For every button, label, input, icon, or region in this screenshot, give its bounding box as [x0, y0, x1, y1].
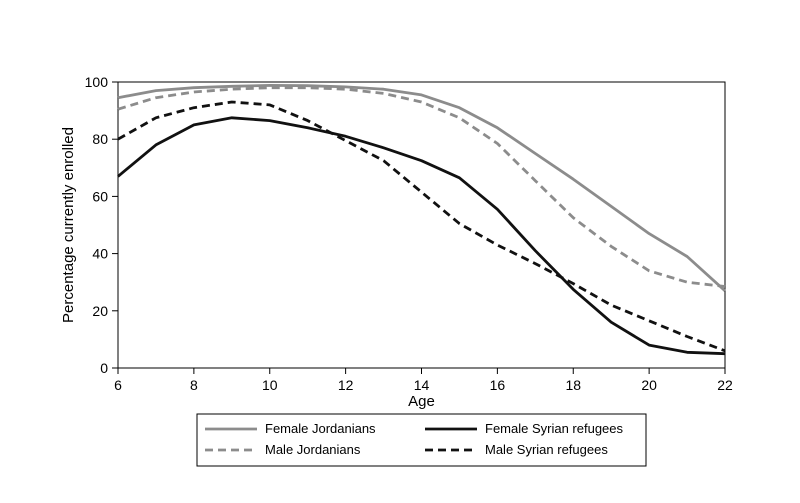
- y-tick-label: 80: [92, 131, 108, 147]
- legend-label-male-jordanians: Male Jordanians: [265, 442, 361, 457]
- series-line-male-jordanians: [117, 86, 726, 288]
- x-tick-label: 10: [262, 377, 278, 393]
- x-axis-title: Age: [408, 393, 435, 410]
- y-axis-title: Percentage currently enrolled: [60, 127, 77, 323]
- x-tick-label: 18: [565, 377, 581, 393]
- y-axis: 0 20 40 60 80 100: [85, 74, 118, 376]
- y-tick-label: 60: [92, 188, 108, 204]
- x-tick-label: 16: [490, 377, 506, 393]
- y-tick-label: 100: [85, 74, 109, 90]
- x-tick-label: 22: [717, 377, 733, 393]
- legend-label-female-jordanians: Female Jordanians: [265, 421, 376, 436]
- legend-label-female-syrian-refugees: Female Syrian refugees: [485, 421, 624, 436]
- legend-label-male-syrian-refugees: Male Syrian refugees: [485, 442, 608, 457]
- series-line-female-jordanians: [117, 84, 726, 292]
- y-tick-label: 40: [92, 246, 108, 262]
- series-layer: [117, 84, 726, 356]
- legend: Female Jordanians Female Syrian refugees M…: [196, 413, 647, 467]
- plot-area: [117, 81, 726, 369]
- y-tick-label: 0: [100, 360, 108, 376]
- x-tick-label: 8: [190, 377, 198, 393]
- x-axis: 6 8 10 12 14 16 18 20 22: [114, 368, 733, 393]
- series-line-male-syrian-refugees: [117, 100, 726, 353]
- y-tick-label: 20: [92, 303, 108, 319]
- x-tick-label: 14: [414, 377, 430, 393]
- series-line-female-syrian-refugees: [117, 116, 726, 356]
- x-tick-label: 6: [114, 377, 122, 393]
- legend-box: [196, 413, 647, 467]
- x-tick-label: 20: [641, 377, 657, 393]
- x-tick-label: 12: [338, 377, 354, 393]
